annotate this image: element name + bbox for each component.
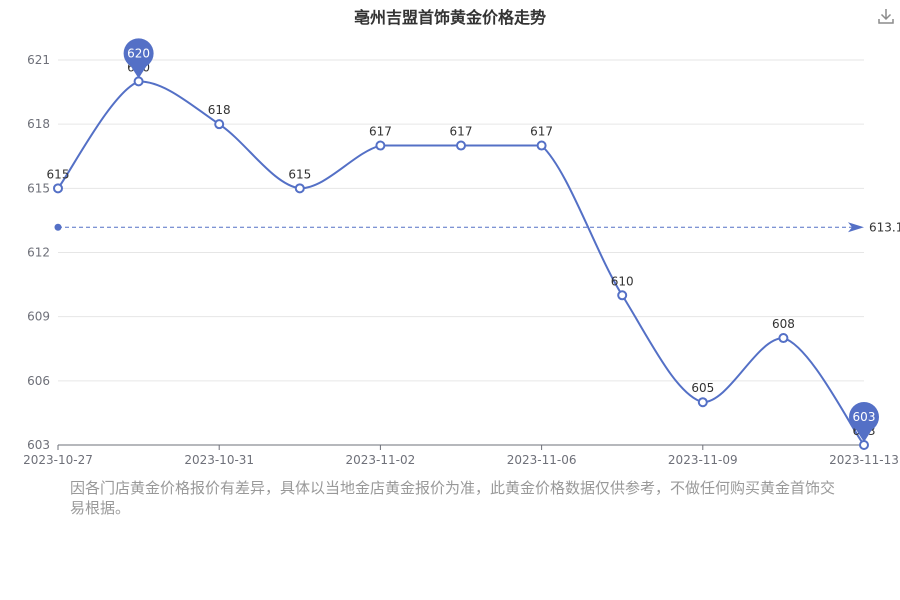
max-marker-label: 620 <box>127 46 150 60</box>
data-label: 615 <box>47 167 70 181</box>
chart-title: 亳州吉盟首饰黄金价格走势 <box>353 8 546 27</box>
data-label: 618 <box>208 103 231 117</box>
y-tick-label: 606 <box>27 374 50 388</box>
min-marker-label: 603 <box>853 410 876 424</box>
max-marker-tail <box>129 64 148 79</box>
x-tick-label: 2023-11-02 <box>346 453 416 467</box>
average-line-label: 613.1 <box>869 220 900 234</box>
y-tick-label: 618 <box>27 117 50 131</box>
x-tick-label: 2023-11-13 <box>829 453 899 467</box>
max-marker-head <box>123 38 154 69</box>
data-point[interactable] <box>456 140 466 151</box>
download-icon[interactable] <box>876 6 896 26</box>
min-marker: 603 <box>849 402 879 442</box>
min-marker-tail <box>855 428 873 442</box>
x-tick-label: 2023-11-06 <box>507 453 577 467</box>
data-point[interactable] <box>294 183 305 194</box>
min-marker-head <box>849 402 879 432</box>
series-line <box>57 80 865 446</box>
data-label: 617 <box>450 125 473 139</box>
y-tick-label: 609 <box>27 310 50 324</box>
data-label: 608 <box>772 317 795 331</box>
data-point[interactable] <box>214 119 225 130</box>
data-point[interactable] <box>617 290 628 301</box>
data-point[interactable] <box>778 333 789 344</box>
y-tick-label: 615 <box>27 181 50 195</box>
y-tick-label: 621 <box>27 53 50 67</box>
data-points <box>53 76 869 450</box>
grid-lines: 603 606 609 612 615 618 621 <box>27 53 864 452</box>
x-tick-label: 2023-10-31 <box>184 453 254 467</box>
data-label: 617 <box>369 125 392 139</box>
series-line-group <box>57 80 865 446</box>
data-point[interactable] <box>53 183 63 194</box>
data-label: 617 <box>530 125 553 139</box>
disclaimer-text: 因各门店黄金价格报价有差异，具体以当地金店黄金报价为准，此黄金价格数据仅供参考，… <box>70 479 836 517</box>
data-label: 605 <box>691 381 714 395</box>
data-label: 610 <box>611 274 634 288</box>
data-point[interactable] <box>133 76 144 87</box>
data-point[interactable] <box>375 140 386 151</box>
x-tick-label: 2023-10-27 <box>23 453 93 467</box>
extreme-markers: 620 603 <box>123 38 879 442</box>
data-label: 615 <box>288 167 311 181</box>
y-tick-label: 612 <box>27 246 50 260</box>
x-tick-label: 2023-11-09 <box>668 453 738 467</box>
data-point[interactable] <box>536 140 547 151</box>
data-point[interactable] <box>859 440 869 450</box>
x-axis: 2023-10-27 2023-10-31 2023-11-02 2023-11-06… <box>23 444 899 467</box>
average-line-group: 613.1 <box>54 220 900 234</box>
average-line-arrow <box>848 222 864 233</box>
max-marker: 620 <box>123 38 154 79</box>
y-tick-label: 603 <box>27 438 50 452</box>
data-point[interactable] <box>697 397 708 408</box>
data-labels: 615620618615617617617610605608603 <box>47 60 876 438</box>
